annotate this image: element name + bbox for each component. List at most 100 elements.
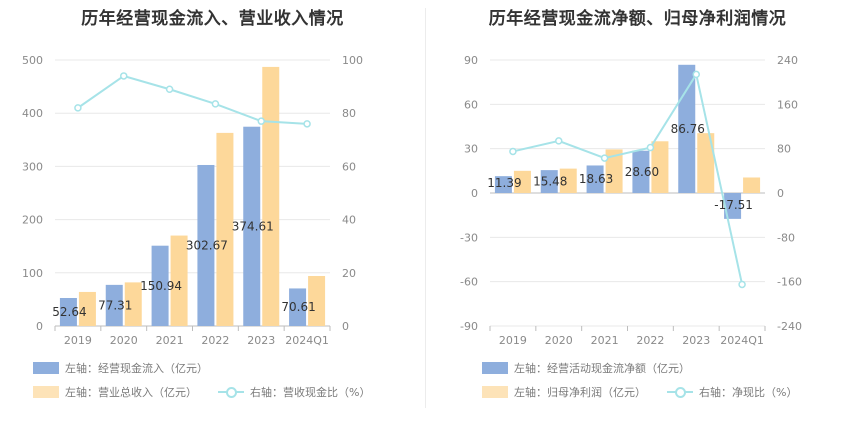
bar [513, 170, 531, 193]
data-label: 28.60 [625, 165, 659, 179]
y-left-tick-label: 30 [464, 143, 478, 156]
y-left-tick-label: 500 [22, 54, 43, 67]
y-left-tick-label: -30 [460, 231, 478, 244]
y-left-tick-label: 90 [464, 54, 478, 67]
x-tick-label: 2021 [156, 334, 184, 347]
data-label: 11.39 [487, 176, 521, 190]
data-label: 77.31 [98, 298, 132, 312]
y-right-tick-label: 40 [342, 214, 356, 227]
line-point [738, 280, 746, 289]
y-right-tick-label: -80 [777, 231, 795, 244]
x-tick-label: 2023 [247, 334, 275, 347]
bar [59, 297, 77, 326]
x-tick-label: 2019 [64, 334, 92, 347]
x-tick-label: 2020 [545, 334, 573, 347]
line-point [509, 147, 517, 156]
x-tick-label: 2024Q1 [285, 334, 329, 347]
bar [170, 235, 188, 326]
y-left-tick-label: 400 [22, 107, 43, 120]
line-point [211, 100, 220, 108]
y-left-tick-label: 0 [471, 187, 478, 200]
legend-line-swatch [667, 386, 693, 398]
y-left-tick-label: 200 [22, 214, 43, 227]
chart-panel-right: 历年经营现金流净额、归母净利润情况 -90 -60 -30 0 30 60 90 -240 -1… [425, 0, 850, 437]
bar [216, 132, 234, 326]
chart-right-svg: -90 -60 -30 0 30 60 90 -240 -160 -80 0 80 160 240 2019… [460, 54, 802, 347]
x-tick-label: 2021 [591, 334, 619, 347]
line-point [165, 85, 174, 94]
x-tick-label: 2024Q1 [720, 334, 764, 347]
x-tick-label: 2022 [636, 334, 664, 347]
line-point [120, 72, 128, 80]
bar [262, 66, 280, 326]
legend-label: 左轴：归母净利润（亿元） [514, 386, 646, 399]
bar [105, 284, 123, 326]
y-right-tick-label: 80 [777, 143, 791, 156]
bar [151, 245, 169, 326]
bar [724, 193, 742, 219]
y-right-tick-label: 0 [777, 187, 784, 200]
bar [586, 165, 604, 193]
chart-title: 历年经营现金流入、营业收入情况 [81, 9, 344, 29]
y-right-tick-label: 160 [777, 98, 798, 111]
bar [651, 141, 669, 193]
legend-item[interactable]: 左轴：经营活动现金流净额（亿元） [482, 360, 690, 376]
bar [197, 164, 215, 326]
line-point [555, 137, 563, 145]
bar [743, 177, 761, 193]
line-point [257, 117, 265, 125]
bar [632, 150, 650, 193]
legend-item[interactable]: 左轴：归母净利润（亿元） [482, 384, 646, 400]
panel-divider [425, 8, 426, 408]
legend-item[interactable]: 左轴：经营现金流入（亿元） [33, 360, 208, 376]
data-label: 150.94 [140, 279, 182, 293]
legend-item[interactable]: 左轴：营业总收入（亿元） [33, 384, 197, 400]
data-label: 70.61 [281, 300, 315, 314]
line-point [646, 143, 655, 152]
bar [78, 291, 96, 326]
legend-label: 左轴：经营现金流入（亿元） [65, 362, 208, 375]
y-left-tick-label: 100 [22, 267, 43, 280]
y-right-tick-label: -240 [777, 320, 802, 333]
bar [289, 288, 307, 326]
y-right-tick-label: 240 [777, 54, 798, 67]
legend-label: 右轴：净现比（%） [699, 386, 798, 399]
bar [243, 126, 261, 326]
y-left-tick-label: -90 [460, 320, 478, 333]
data-label: 15.48 [533, 175, 567, 189]
series-line [512, 71, 744, 285]
data-label: 302.67 [186, 238, 228, 252]
y-right-tick-label: 100 [342, 54, 363, 67]
series-line [77, 74, 308, 125]
x-tick-label: 2023 [682, 334, 710, 347]
legend-swatch [482, 386, 508, 398]
line-point [303, 120, 311, 128]
bar [494, 176, 512, 193]
y-left-tick-label: -60 [460, 276, 478, 289]
y-right-tick-label: 0 [342, 320, 349, 333]
bar [559, 168, 577, 193]
bar [308, 275, 326, 326]
legend-item[interactable]: 右轴：净现比（%） [667, 384, 797, 400]
data-label: 18.63 [579, 172, 613, 186]
y-right-tick-label: 20 [342, 267, 356, 280]
y-right-tick-label: 60 [342, 160, 356, 173]
y-left-tick-label: 60 [464, 98, 478, 111]
y-left-tick-label: 300 [22, 160, 43, 173]
data-label: 374.61 [232, 219, 274, 233]
bar [540, 170, 558, 193]
legend-item[interactable]: 右轴：营收现金比（%） [218, 384, 370, 400]
x-tick-label: 2022 [201, 334, 229, 347]
data-label: -17.51 [714, 198, 753, 212]
y-left-tick-label: 0 [36, 320, 43, 333]
bar [124, 282, 142, 326]
legend-swatch [33, 362, 59, 374]
x-tick-label: 2020 [110, 334, 138, 347]
legend-swatch [33, 386, 59, 398]
bar [605, 149, 623, 193]
legend-label: 左轴：营业总收入（亿元） [65, 386, 197, 399]
line-point [74, 104, 82, 112]
chart-title: 历年经营现金流净额、归母净利润情况 [488, 9, 787, 29]
y-right-tick-label: 80 [342, 107, 356, 120]
legend-label: 左轴：经营活动现金流净额（亿元） [514, 362, 690, 375]
